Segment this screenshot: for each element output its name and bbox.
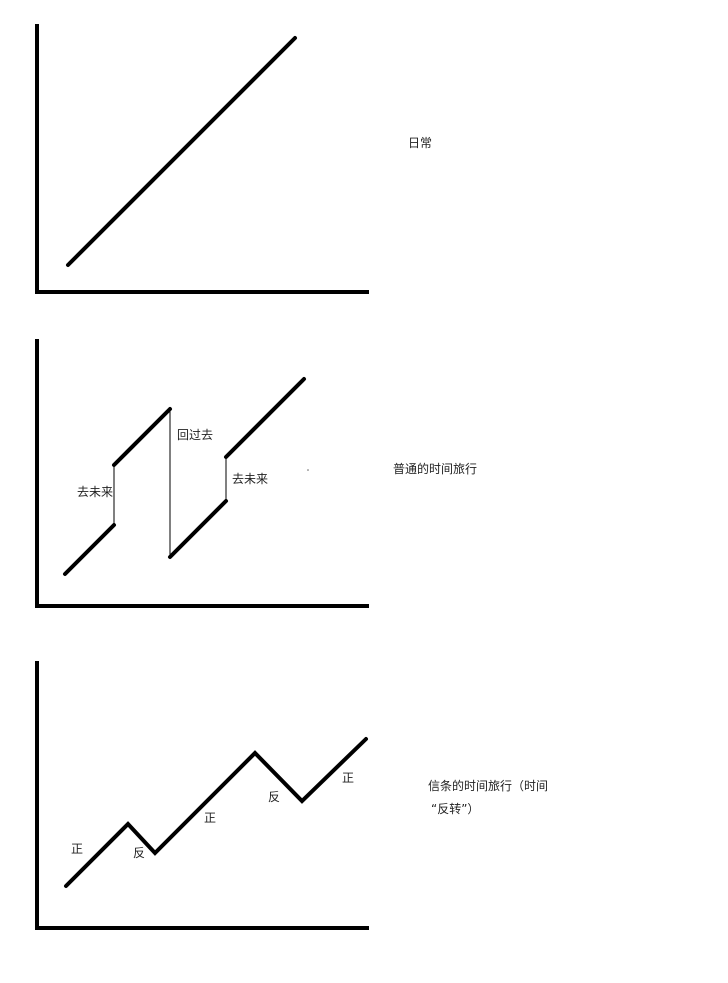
segment-2	[112, 407, 172, 467]
panel-tenet-caption-line-2: “反转”）	[431, 801, 479, 816]
segment-3	[168, 499, 228, 559]
panel-daily-timeline	[66, 36, 297, 267]
panel-daily: 日常	[35, 24, 432, 294]
label-forward-2: 正	[204, 811, 216, 825]
stray-dot	[307, 469, 309, 471]
panel-ordinary-time-travel: 去未来 回过去 去未来 普通的时间旅行	[35, 339, 477, 608]
panel-tenet-time-travel: 正 反 正 反 正 信条的时间旅行（时间 “反转”）	[35, 661, 548, 930]
label-forward-3: 正	[342, 771, 354, 785]
label-go-future-1: 去未来	[77, 485, 113, 499]
label-forward-1: 正	[71, 842, 83, 856]
panel-tenet-caption-line-1: 信条的时间旅行（时间	[428, 778, 548, 793]
segment-1	[63, 523, 116, 576]
label-inverted-1: 反	[133, 846, 145, 860]
label-back-past: 回过去	[177, 428, 213, 442]
panel-daily-caption: 日常	[408, 136, 432, 150]
panel-ordinary-caption: 普通的时间旅行	[393, 461, 477, 476]
label-go-future-2: 去未来	[232, 472, 268, 486]
panel-tenet-timeline	[64, 737, 368, 888]
label-inverted-2: 反	[268, 790, 280, 804]
segment-4	[224, 377, 306, 459]
